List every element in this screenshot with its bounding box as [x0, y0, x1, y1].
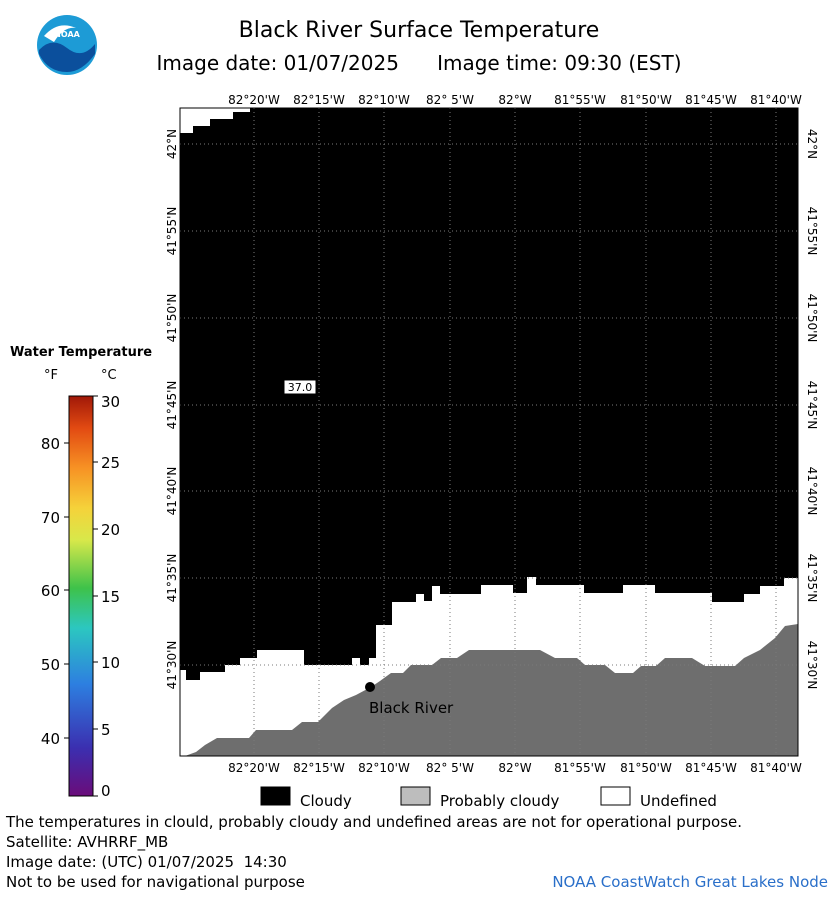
probably-cloudy-label: Probably cloudy	[440, 792, 559, 810]
lat-label-left: 41°35'N	[165, 554, 179, 603]
lon-label-top: 81°50'W	[620, 93, 672, 107]
cloudy-swatch	[260, 786, 291, 806]
cloudy-label: Cloudy	[300, 792, 352, 810]
lon-label-top: 82°20'W	[228, 93, 280, 107]
lon-label-bottom: 81°40'W	[750, 761, 802, 775]
logo-text: NOAA	[54, 30, 80, 39]
footer-satellite: Satellite: AVHRRF_MB	[6, 833, 169, 851]
lon-label-bottom: 81°55'W	[554, 761, 606, 775]
lat-label-right: 41°35'N	[805, 554, 819, 603]
f-tick-label: 70	[41, 509, 60, 527]
map-title: Black River Surface Temperature	[238, 18, 600, 43]
graticule	[180, 108, 798, 756]
temperature-label: 37.0	[288, 381, 313, 394]
lat-label-left: 41°45'N	[165, 381, 179, 430]
lon-label-bottom: 82° 5'W	[426, 761, 474, 775]
lon-label-bottom: 82°20'W	[228, 761, 280, 775]
lon-label-top: 81°40'W	[750, 93, 802, 107]
lat-label-right: 41°45'N	[805, 381, 819, 430]
lat-label-right: 41°30'N	[805, 641, 819, 690]
unit-celsius: °C	[101, 368, 117, 383]
noaa-logo-icon: NOAA	[37, 15, 97, 75]
lon-label-top: 82°10'W	[358, 93, 410, 107]
lon-label-top: 82°15'W	[293, 93, 345, 107]
f-tick-label: 40	[41, 730, 60, 748]
lon-label-top: 82° 5'W	[426, 93, 474, 107]
footer-utc-date: Image date: (UTC) 01/07/2025 14:30	[6, 853, 287, 871]
lat-label-left: 41°50'N	[165, 294, 179, 343]
lat-label-left: 41°40'N	[165, 467, 179, 516]
lat-label-left: 41°30'N	[165, 641, 179, 690]
land-area	[180, 624, 798, 756]
c-tick-label: 15	[101, 588, 120, 606]
station-marker-icon	[365, 682, 375, 692]
lat-label-right: 41°40'N	[805, 467, 819, 516]
lat-label-left: 42°N	[165, 129, 179, 159]
undefined-label: Undefined	[640, 792, 717, 810]
temperature-label-box	[283, 379, 317, 395]
footer-disclaimer: Not to be used for navigational purpose	[6, 873, 305, 891]
lat-label-left: 41°55'N	[165, 207, 179, 256]
lon-label-bottom: 82°W	[498, 761, 531, 775]
color-bar-ticks	[64, 395, 98, 797]
c-tick-label: 20	[101, 521, 120, 539]
lon-label-bottom: 82°15'W	[293, 761, 345, 775]
undefined-swatch	[600, 786, 631, 806]
lon-label-top: 82°W	[498, 93, 531, 107]
probably-cloudy-swatch	[400, 786, 431, 806]
c-tick-label: 30	[101, 393, 120, 411]
c-tick-label: 0	[101, 782, 111, 800]
lon-label-bottom: 82°10'W	[358, 761, 410, 775]
f-tick-label: 60	[41, 582, 60, 600]
legend-title: Water Temperature	[10, 345, 153, 360]
footer-note: The temperatures in clould, probably clo…	[6, 813, 743, 831]
map-frame	[179, 107, 799, 757]
footer-credit: NOAA CoastWatch Great Lakes Node	[552, 873, 828, 891]
lon-label-bottom: 81°45'W	[685, 761, 737, 775]
lat-label-right: 41°50'N	[805, 294, 819, 343]
c-tick-label: 25	[101, 454, 120, 472]
lat-label-right: 41°55'N	[805, 207, 819, 256]
c-tick-label: 5	[101, 721, 111, 739]
lon-label-top: 81°55'W	[554, 93, 606, 107]
color-bar	[68, 395, 94, 797]
f-tick-label: 80	[41, 435, 60, 453]
undefined-area	[180, 108, 250, 133]
c-tick-label: 10	[101, 654, 120, 672]
unit-fahrenheit: °F	[44, 368, 58, 383]
lat-label-right: 42°N	[805, 129, 819, 159]
lon-label-top: 81°45'W	[685, 93, 737, 107]
lon-label-bottom: 81°50'W	[620, 761, 672, 775]
f-tick-label: 50	[41, 656, 60, 674]
station-label: Black River	[369, 699, 454, 717]
map-subtitle: Image date: 01/07/2025 Image time: 09:30…	[156, 51, 682, 75]
